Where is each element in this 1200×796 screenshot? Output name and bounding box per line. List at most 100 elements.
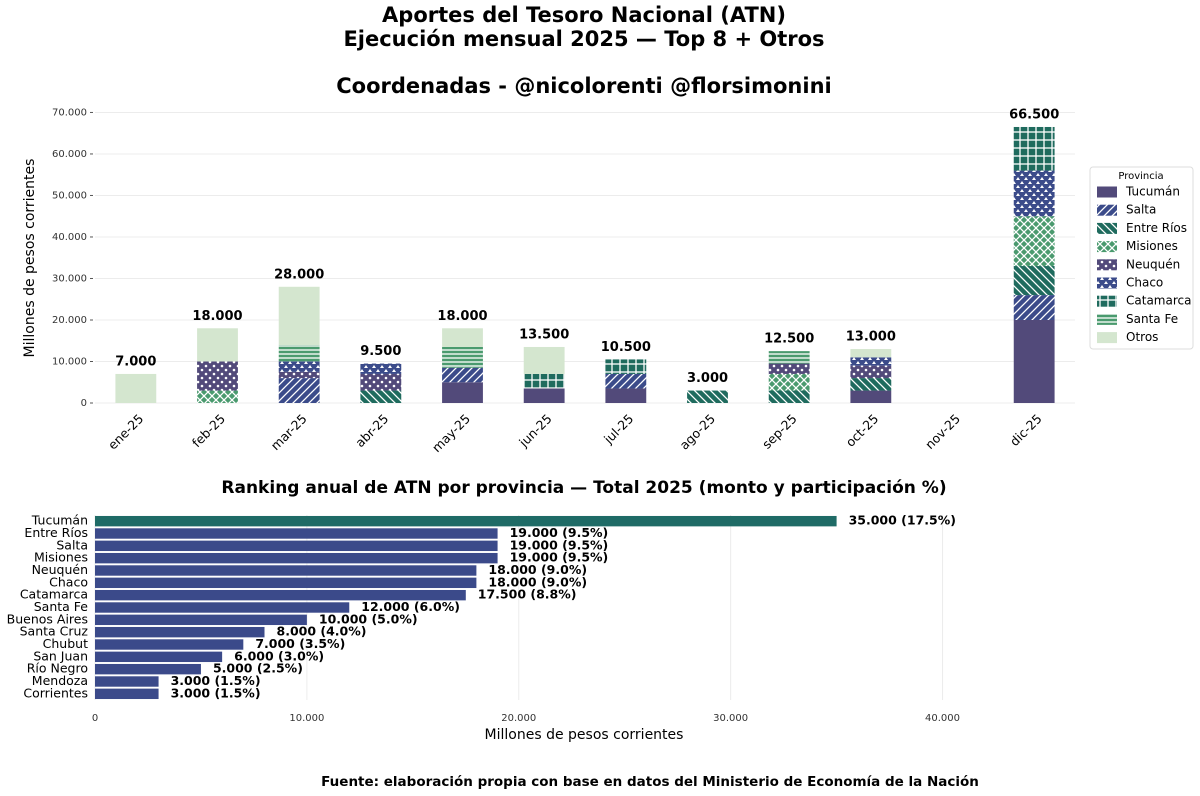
y-tick-label: Santa Fe <box>34 599 89 614</box>
value-label: 12.000 (6.0%) <box>361 599 460 614</box>
y-tick-label: Mendoza <box>32 673 88 688</box>
legend-label: Tucumán <box>1125 185 1180 199</box>
total-label: 7.000 <box>115 354 156 369</box>
legend-title: Provincia <box>1118 171 1163 182</box>
legend-swatch <box>1097 332 1117 344</box>
y-tick-label: 20.000 <box>52 315 87 326</box>
total-label: 12.500 <box>764 332 814 347</box>
value-label: 18.000 (9.0%) <box>488 574 587 589</box>
y-tick-label: Chaco <box>49 574 88 589</box>
legend-swatch <box>1097 241 1117 253</box>
y-tick-label: 30.000 <box>52 273 87 284</box>
y-tick-label: Catamarca <box>20 587 88 602</box>
total-label: 10.500 <box>601 340 651 355</box>
bar <box>95 639 244 650</box>
value-label: 6.000 (3.0%) <box>234 648 324 663</box>
bar-segment <box>1013 295 1055 320</box>
bar-segment <box>442 367 483 383</box>
x-tick-label: jun-25 <box>515 411 554 450</box>
value-label: 19.000 (9.5%) <box>510 525 609 540</box>
value-label: 10.000 (5.0%) <box>319 611 418 626</box>
legend-label: Neuquén <box>1126 257 1180 271</box>
bar-segment <box>768 390 810 403</box>
value-label: 17.500 (8.8%) <box>478 587 577 602</box>
x-tick-label: 10.000 <box>289 713 324 724</box>
y-tick-label: Tucumán <box>31 513 88 528</box>
title-line: Aportes del Tesoro Nacional (ATN) <box>382 3 786 27</box>
bar-segment <box>523 373 565 389</box>
x-tick-label: ago-25 <box>676 411 718 453</box>
bar-segment <box>687 390 728 403</box>
title-line: Coordenadas - @nicolorenti @florsimonini <box>336 74 831 98</box>
legend-label: Entre Ríos <box>1126 221 1187 235</box>
total-label: 66.500 <box>1009 107 1059 122</box>
total-label: 13.500 <box>519 327 569 342</box>
bar-segment <box>1013 266 1055 296</box>
y-axis-label: Millones de pesos corrientes <box>22 159 38 358</box>
bar <box>95 688 159 700</box>
bar-segment <box>523 346 565 374</box>
value-label: 3.000 (1.5%) <box>171 685 261 700</box>
legend-label: Otros <box>1126 330 1158 344</box>
x-tick-label: nov-25 <box>922 411 963 452</box>
bar <box>95 663 201 675</box>
legend-label: Santa Fe <box>1126 312 1178 326</box>
x-tick-label: mar-25 <box>268 411 310 453</box>
x-tick-label: 0 <box>92 713 98 724</box>
x-tick-label: 30.000 <box>713 713 748 724</box>
bar-segment <box>442 328 483 347</box>
value-label: 35.000 (17.5%) <box>849 513 956 528</box>
bar-segment <box>360 390 402 403</box>
x-tick-label: feb-25 <box>189 411 228 450</box>
y-tick-label: San Juan <box>33 648 88 663</box>
bar <box>95 602 350 613</box>
bar <box>95 577 477 589</box>
x-tick-label: may-25 <box>429 411 473 455</box>
y-tick-label: 10.000 <box>52 356 87 367</box>
bar-segment <box>850 349 892 358</box>
y-tick-label: Salta <box>56 537 88 552</box>
x-tick-label: abr-25 <box>352 411 391 450</box>
legend-swatch <box>1097 186 1117 198</box>
y-tick-label: Neuquén <box>32 562 88 577</box>
bar-segment <box>768 351 810 364</box>
legend-swatch <box>1097 259 1117 271</box>
value-label: 3.000 (1.5%) <box>171 673 261 688</box>
y-tick-label: Corrientes <box>23 685 88 700</box>
bar-segment <box>278 286 320 345</box>
bar-segment <box>278 361 320 372</box>
bar-segment <box>605 388 647 403</box>
x-axis-label: Millones de pesos corrientes <box>485 727 684 743</box>
bar <box>95 614 307 626</box>
bar-segment <box>605 373 647 389</box>
bar-segment <box>197 328 238 362</box>
value-label: 8.000 (4.0%) <box>277 624 367 639</box>
bar-segment <box>1013 216 1055 267</box>
value-label: 18.000 (9.0%) <box>488 562 587 577</box>
bar-segment <box>278 371 320 379</box>
bar-segment <box>278 378 320 403</box>
bar-segment <box>850 365 892 379</box>
bar-segment <box>278 344 320 362</box>
x-tick-label: sep-25 <box>759 411 800 452</box>
y-tick-label: 40.000 <box>52 232 87 243</box>
total-label: 13.000 <box>846 330 896 345</box>
x-tick-label: 20.000 <box>501 713 536 724</box>
bar <box>95 565 477 576</box>
bar-segment <box>197 390 238 403</box>
total-label: 9.500 <box>360 344 401 359</box>
y-tick-label: Santa Cruz <box>20 624 89 639</box>
bar-segment <box>360 363 402 374</box>
bar-segment <box>1013 170 1055 217</box>
legend-swatch <box>1097 204 1117 216</box>
y-tick-label: 50.000 <box>52 190 87 201</box>
bar <box>95 552 498 564</box>
y-tick-label: Río Negro <box>27 661 88 676</box>
x-tick-label: 40.000 <box>925 713 960 724</box>
total-label: 18.000 <box>437 309 487 324</box>
bar-segment <box>1013 319 1055 403</box>
x-tick-label: ene-25 <box>105 411 147 453</box>
y-tick-label: Buenos Aires <box>7 611 88 626</box>
title-line: Ejecución mensual 2025 — Top 8 + Otros <box>343 27 824 51</box>
